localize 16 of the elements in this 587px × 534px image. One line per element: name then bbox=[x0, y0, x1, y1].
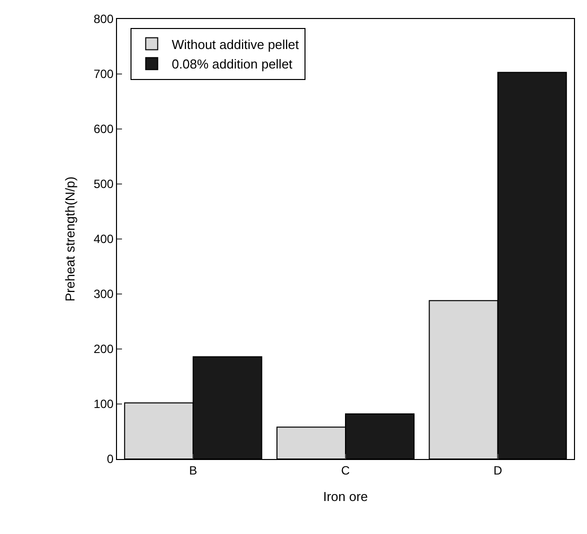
y-tick-label: 600 bbox=[94, 122, 114, 136]
x-tick-label: B bbox=[189, 463, 198, 478]
y-tick-label: 800 bbox=[94, 12, 114, 26]
legend-label: 0.08% addition pellet bbox=[172, 56, 293, 72]
y-tick-label: 700 bbox=[94, 67, 114, 82]
y-tick-label: 300 bbox=[94, 287, 114, 302]
legend-label: Without additive pellet bbox=[172, 36, 300, 52]
y-tick-label: 100 bbox=[94, 397, 114, 412]
x-axis-title: Iron ore bbox=[323, 489, 368, 504]
y-tick-label: 0 bbox=[106, 452, 114, 466]
y-axis-title: Preheat strength(N/p) bbox=[62, 176, 78, 302]
y-tick-label: 200 bbox=[94, 342, 114, 356]
y-tick-label: 500 bbox=[94, 177, 114, 192]
x-tick-label: C bbox=[341, 463, 350, 478]
y-tick-label: 400 bbox=[94, 232, 114, 246]
x-tick-label: D bbox=[493, 463, 502, 478]
